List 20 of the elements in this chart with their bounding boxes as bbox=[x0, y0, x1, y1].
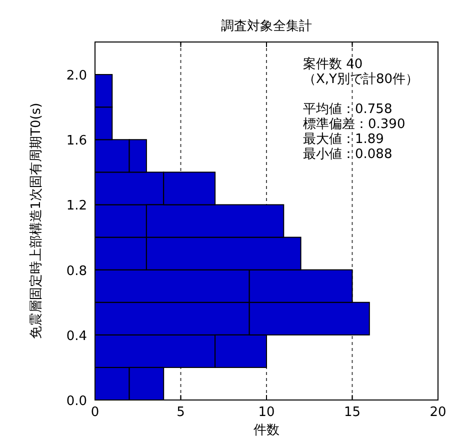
y-tick-label: 0.8 bbox=[66, 264, 87, 279]
x-tick-label: 0 bbox=[90, 405, 100, 420]
annotation: 最小値：0.088 bbox=[303, 147, 392, 162]
x-tick-label: 10 bbox=[258, 405, 275, 420]
annotation: （X,Y別で計80件） bbox=[303, 72, 419, 87]
y-tick-label: 1.6 bbox=[66, 134, 87, 149]
y-tick-label: 0.4 bbox=[66, 328, 87, 344]
annotation: 最大値：1.89 bbox=[303, 132, 384, 147]
annotation: 標準偏差：0.390 bbox=[303, 117, 406, 132]
chart-title: 調査対象全集計 bbox=[221, 18, 312, 34]
annotation: 平均値：0.758 bbox=[303, 102, 392, 117]
y-tick-label: 2.0 bbox=[66, 68, 87, 84]
x-tick-label: 15 bbox=[344, 405, 361, 420]
y-axis-title: 免震層固定時上部構造1次固有周期T0(s) bbox=[29, 102, 44, 340]
x-axis-title: 件数 bbox=[254, 423, 280, 438]
y-tick-label: 1.2 bbox=[66, 198, 87, 214]
x-tick-label: 20 bbox=[430, 405, 446, 420]
annotation: 案件数 40 bbox=[303, 56, 363, 72]
y-tick-label: 0.0 bbox=[66, 394, 87, 409]
x-tick-label: 5 bbox=[176, 405, 185, 420]
